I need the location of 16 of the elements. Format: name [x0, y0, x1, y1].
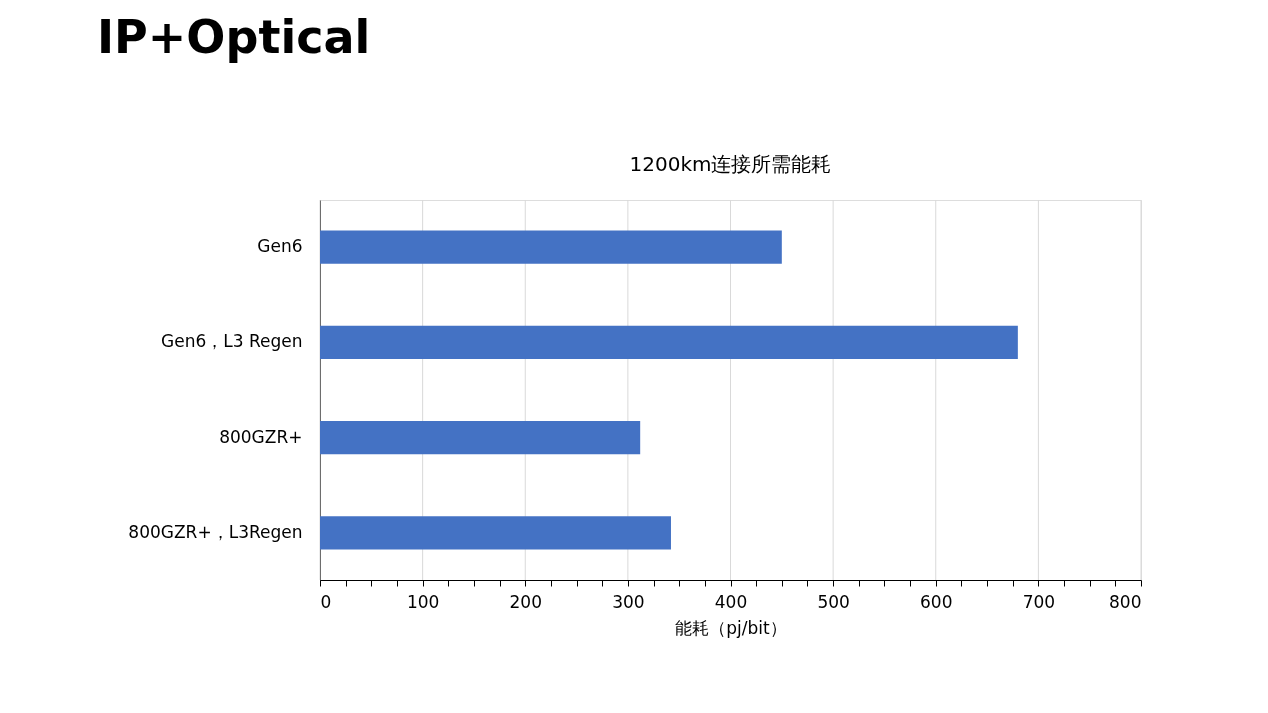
x-tick-label: 700 — [1022, 591, 1056, 612]
y-tick-label: 800GZR+ — [219, 426, 303, 447]
x-tick-label: 500 — [817, 591, 850, 612]
x-tick-label: 600 — [920, 591, 953, 612]
x-tick-label: 200 — [509, 591, 542, 612]
y-tick-label: 800GZR+，L3Regen — [128, 521, 303, 542]
x-tick-label: 800 — [1109, 591, 1142, 612]
chart-subtitle: 1200km连接所需能耗 — [629, 152, 832, 176]
x-tick-label: 300 — [612, 591, 645, 612]
y-tick-label: Gen6 — [257, 236, 303, 257]
x-tick-label: 100 — [406, 591, 440, 612]
chart-title: IP+Optical — [97, 10, 371, 64]
y-tick-label: Gen6，L3 Regen — [161, 331, 303, 352]
x-axis-title: 能耗（pj/bit） — [675, 617, 787, 638]
x-tick-label: 0 — [320, 591, 332, 612]
x-tick-label: 400 — [714, 591, 748, 612]
